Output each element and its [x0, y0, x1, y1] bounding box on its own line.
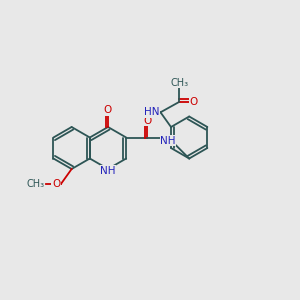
Text: HN: HN [144, 107, 160, 117]
Text: CH₃: CH₃ [26, 179, 44, 189]
Text: NH: NH [100, 166, 116, 176]
Text: O: O [52, 179, 60, 189]
Text: O: O [190, 97, 198, 107]
Text: CH₃: CH₃ [170, 78, 188, 88]
Text: NH: NH [160, 136, 176, 146]
Text: O: O [143, 116, 151, 126]
Text: O: O [104, 105, 112, 115]
